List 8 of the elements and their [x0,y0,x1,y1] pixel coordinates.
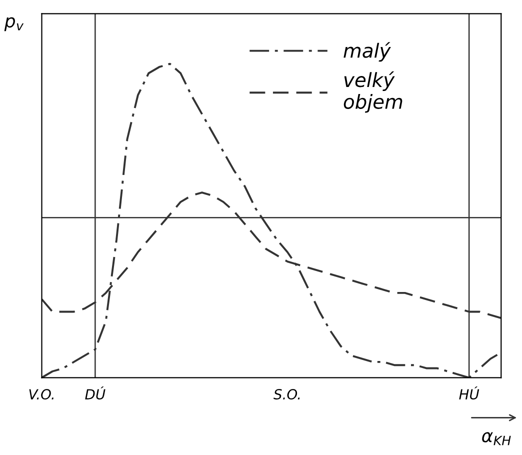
legend-label: velký objem [344,71,402,113]
x-tick-label: V.O. [29,389,54,400]
x-tick-label: S.O. [274,389,300,400]
x-tick-label: HÚ [459,386,480,400]
x-tick-label: DÚ [85,386,106,400]
x-axis-title: α$_{KH}$ [482,432,511,446]
legend-label: malý [344,42,391,62]
y-axis-title: p$_{v}$ [4,17,24,32]
